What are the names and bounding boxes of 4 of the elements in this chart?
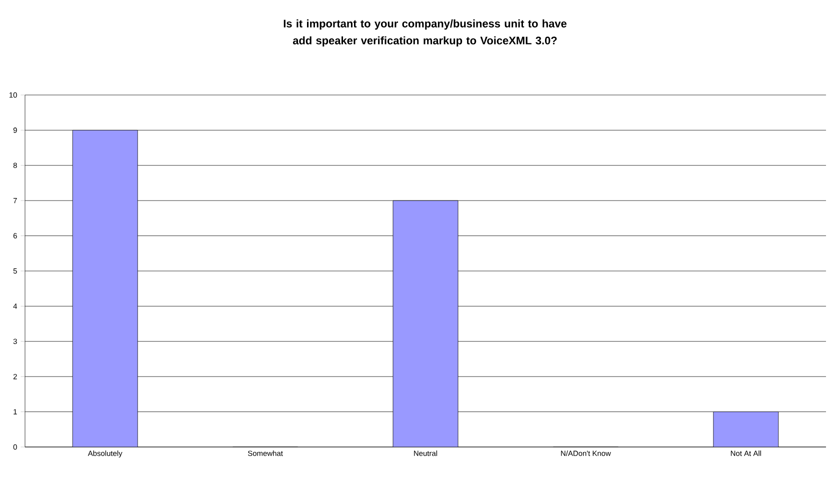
bar bbox=[72, 130, 138, 447]
bar bbox=[392, 200, 458, 447]
bar bbox=[713, 412, 779, 447]
chart-title: Is it important to your company/business unit to have add speaker verification markup to VoiceXML 3.0? bbox=[284, 19, 567, 47]
